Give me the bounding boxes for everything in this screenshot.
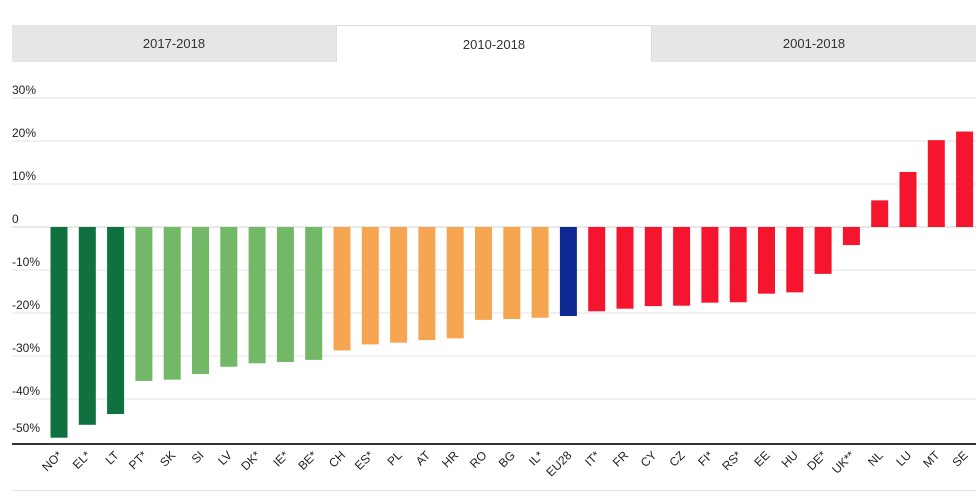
x-tick-label: NO* <box>39 448 65 474</box>
x-tick-label: SE <box>949 448 970 469</box>
x-tick-label: IT* <box>582 448 603 469</box>
bar-cy[interactable] <box>644 227 662 307</box>
x-tick-label: SI <box>189 448 207 466</box>
x-tick-label: BE* <box>295 448 320 473</box>
x-tick-label: BG <box>496 448 518 470</box>
bar-bg[interactable] <box>503 227 521 320</box>
bar-ro[interactable] <box>475 227 492 320</box>
bar-be[interactable] <box>305 227 323 360</box>
bar-lv[interactable] <box>220 227 238 367</box>
bar-dk[interactable] <box>248 227 266 364</box>
x-tick-label: IL* <box>526 448 547 469</box>
y-tick-label: -30% <box>12 341 40 355</box>
tab-2017-2018[interactable]: 2017-2018 <box>142 36 206 51</box>
y-tick-label: -50% <box>12 421 40 435</box>
bar-uk[interactable] <box>842 227 860 246</box>
x-tick-label: NL <box>865 448 886 469</box>
bar-it[interactable] <box>588 227 606 312</box>
x-tick-label: HR <box>439 448 461 470</box>
x-tick-label: PL <box>384 448 405 469</box>
bar-mt[interactable] <box>927 140 945 227</box>
x-tick-label: EU28 <box>543 448 574 479</box>
bar-fr[interactable] <box>616 227 634 309</box>
x-tick-label: RO <box>467 448 490 471</box>
y-tick-label: -40% <box>12 384 40 398</box>
bar-sk[interactable] <box>163 227 181 380</box>
bar-il[interactable] <box>531 227 549 318</box>
bar-ee[interactable] <box>758 227 775 294</box>
bar-ie[interactable] <box>276 227 294 363</box>
y-tick-label: -20% <box>12 298 40 312</box>
bar-se[interactable] <box>956 131 974 227</box>
bar-hu[interactable] <box>786 227 804 293</box>
bar-lt[interactable] <box>107 227 125 415</box>
x-tick-label: LU <box>893 448 914 469</box>
x-tick-label: FR <box>610 448 631 469</box>
bar-pt[interactable] <box>135 227 153 381</box>
bar-no[interactable] <box>50 227 68 438</box>
y-tick-label: 20% <box>12 126 36 140</box>
bar-pl[interactable] <box>390 227 408 343</box>
x-tick-label: LT <box>103 448 123 468</box>
bar-ch[interactable] <box>333 227 351 351</box>
x-tick-label: DK* <box>238 448 263 473</box>
x-tick-label: SK <box>157 448 178 469</box>
x-tick-label: RS* <box>719 448 744 473</box>
bar-fi[interactable] <box>701 227 719 303</box>
y-tick-label: -10% <box>12 255 40 269</box>
bar-chart: 30% 20% 10% 0 -10% -20% -30% -40% -50% NO* EL* LT PT… <box>12 83 976 479</box>
x-tick-label: LV <box>215 448 235 468</box>
x-tick-label: EE <box>751 448 772 469</box>
x-tick-label: EL* <box>70 448 94 472</box>
bar-nl[interactable] <box>871 200 889 227</box>
y-tick-label: 30% <box>12 83 36 97</box>
x-tick-label: FI* <box>695 448 716 469</box>
tab-2001-2018[interactable]: 2001-2018 <box>782 36 846 51</box>
x-tick-label: IE* <box>270 448 291 469</box>
x-tick-label: UK** <box>829 448 858 477</box>
x-tick-label: ES* <box>352 448 377 473</box>
bar-de[interactable] <box>814 227 832 274</box>
y-tick-label: 0 <box>12 212 19 226</box>
x-tick-label: CH <box>326 448 348 470</box>
bar-es[interactable] <box>361 227 379 345</box>
x-tick-label: PT* <box>126 448 150 472</box>
bar-lu[interactable] <box>899 171 917 227</box>
y-tick-label: 10% <box>12 169 36 183</box>
bar-cz[interactable] <box>673 227 691 306</box>
x-tick-label: AT <box>413 448 434 469</box>
x-tick-label: CZ <box>667 448 688 469</box>
x-tick-label: CY <box>638 448 660 470</box>
bar-at[interactable] <box>418 227 436 341</box>
period-tabs: 2017-2018 2010-2018 2001-2018 <box>12 25 976 62</box>
bottom-divider <box>12 490 976 491</box>
bar-si[interactable] <box>192 227 209 375</box>
x-tick-label: DE* <box>804 448 829 473</box>
tab-2010-2018[interactable]: 2010-2018 <box>336 25 652 62</box>
bar-eu28[interactable] <box>559 227 577 317</box>
x-tick-label: MT <box>920 448 943 471</box>
bar-el[interactable] <box>78 227 96 425</box>
bar-hr[interactable] <box>446 227 464 339</box>
bar-rs[interactable] <box>729 227 747 303</box>
x-tick-label: HU <box>779 448 801 470</box>
